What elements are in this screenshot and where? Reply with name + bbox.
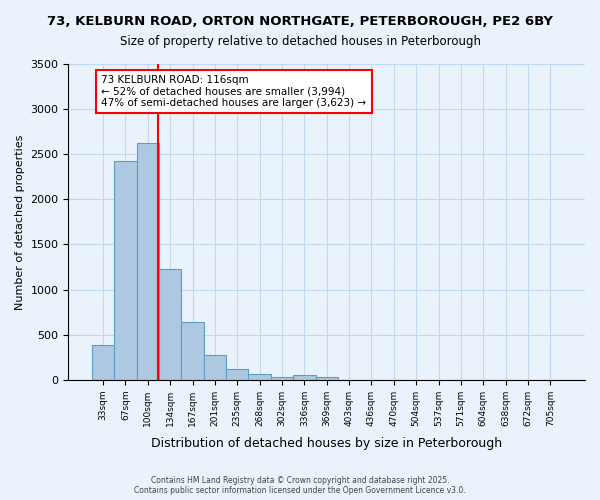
Text: 73 KELBURN ROAD: 116sqm
← 52% of detached houses are smaller (3,994)
47% of semi: 73 KELBURN ROAD: 116sqm ← 52% of detache… — [101, 75, 367, 108]
Bar — [114, 162, 137, 380]
Bar — [204, 354, 226, 380]
Bar — [226, 368, 248, 380]
Bar — [293, 376, 316, 380]
Bar — [248, 374, 271, 380]
Text: Contains HM Land Registry data © Crown copyright and database right 2025.
Contai: Contains HM Land Registry data © Crown c… — [134, 476, 466, 495]
Text: Size of property relative to detached houses in Peterborough: Size of property relative to detached ho… — [119, 35, 481, 48]
Y-axis label: Number of detached properties: Number of detached properties — [15, 134, 25, 310]
Bar — [159, 269, 181, 380]
Bar — [316, 376, 338, 380]
Bar — [181, 322, 204, 380]
Bar — [271, 376, 293, 380]
Bar — [137, 144, 159, 380]
Text: 73, KELBURN ROAD, ORTON NORTHGATE, PETERBOROUGH, PE2 6BY: 73, KELBURN ROAD, ORTON NORTHGATE, PETER… — [47, 15, 553, 28]
X-axis label: Distribution of detached houses by size in Peterborough: Distribution of detached houses by size … — [151, 437, 502, 450]
Bar — [92, 344, 114, 380]
